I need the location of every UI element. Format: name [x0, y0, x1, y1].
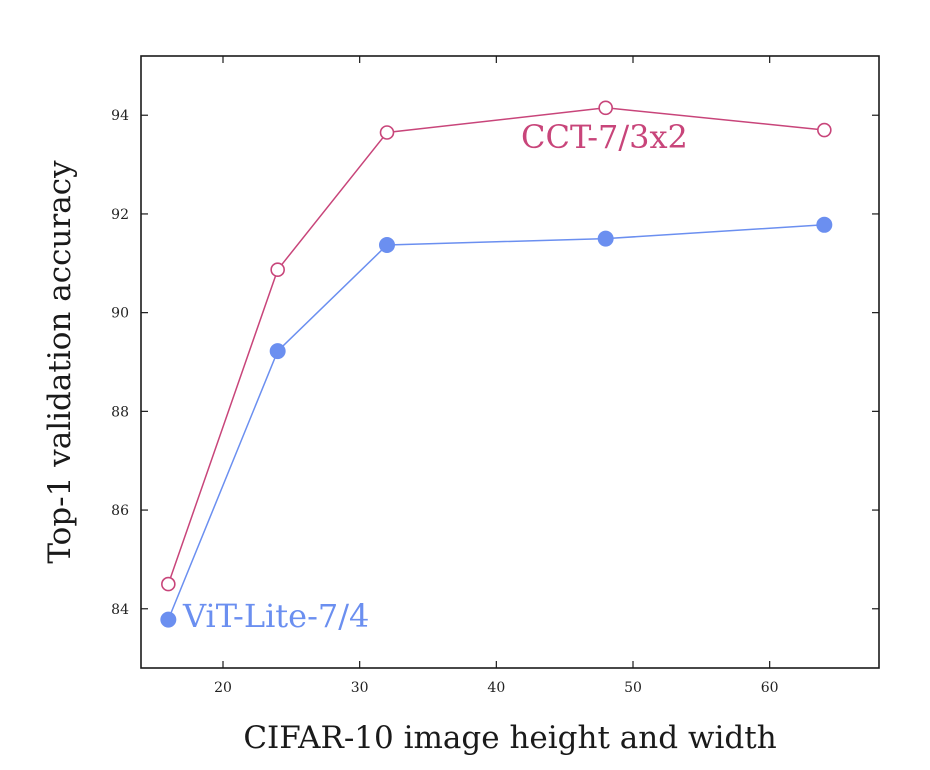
series-label-vit: ViT-Lite-7/4 [182, 597, 369, 635]
plot-frame [140, 55, 880, 669]
y-axis-title: Top-1 validation accuracy [42, 160, 78, 564]
axis-ticks: 20 30 40 50 60 84 86 88 90 92 94 [111, 56, 879, 696]
x-tick-label: 40 [487, 680, 505, 696]
data-point-1-1 [269, 343, 286, 360]
data-point-1-0 [160, 611, 177, 628]
y-tick-label: 94 [111, 108, 129, 124]
y-tick-label: 84 [111, 602, 129, 618]
y-tick-label: 88 [111, 404, 129, 420]
x-tick-label: 60 [761, 680, 779, 696]
data-point-1-3 [597, 230, 614, 247]
y-tick-label: 92 [111, 207, 129, 223]
data-point-0-1 [270, 262, 285, 278]
data-point-1-2 [379, 237, 395, 254]
x-axis-title: CIFAR-10 image height and width [243, 720, 776, 756]
series-label-cct: CCT-7/3x2 [521, 118, 688, 156]
data-point-0-2 [379, 125, 395, 140]
data-point-0-4 [817, 122, 832, 138]
x-tick-label: 20 [214, 680, 232, 696]
data-point-1-4 [816, 216, 833, 233]
series-line-1 [167, 224, 825, 620]
y-tick-label: 86 [111, 503, 129, 519]
series-layer [160, 100, 833, 628]
y-tick-label: 90 [111, 306, 129, 322]
data-point-0-3 [598, 100, 613, 116]
x-tick-label: 30 [351, 680, 369, 696]
series-line-0 [167, 107, 825, 585]
x-tick-label: 50 [624, 680, 642, 696]
data-point-0-0 [161, 576, 176, 592]
